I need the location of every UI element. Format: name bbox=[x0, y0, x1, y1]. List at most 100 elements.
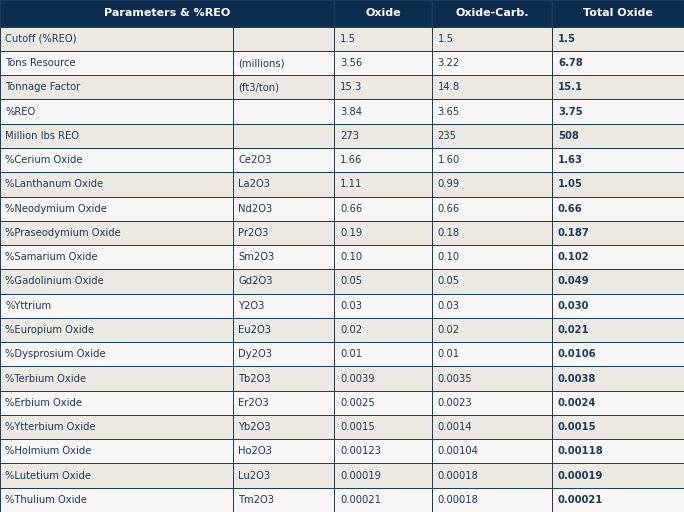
Bar bbox=[233, 293, 334, 318]
Bar bbox=[553, 245, 684, 269]
Text: 0.030: 0.030 bbox=[558, 301, 590, 311]
Text: 1.5: 1.5 bbox=[558, 34, 576, 44]
Text: 0.66: 0.66 bbox=[558, 204, 583, 214]
Bar bbox=[432, 439, 553, 463]
Bar bbox=[553, 0, 684, 27]
Bar bbox=[432, 318, 553, 342]
Text: %REO: %REO bbox=[5, 106, 36, 117]
Bar bbox=[432, 488, 553, 512]
Text: 0.05: 0.05 bbox=[340, 276, 362, 286]
Bar bbox=[233, 488, 334, 512]
Bar bbox=[233, 75, 334, 99]
Text: 0.00018: 0.00018 bbox=[438, 471, 479, 481]
Text: 0.00021: 0.00021 bbox=[558, 495, 603, 505]
Bar bbox=[334, 75, 432, 99]
Text: 0.00018: 0.00018 bbox=[438, 495, 479, 505]
Text: 0.00118: 0.00118 bbox=[558, 446, 604, 456]
Bar bbox=[432, 415, 553, 439]
Text: Yb2O3: Yb2O3 bbox=[239, 422, 271, 432]
Text: Tons Resource: Tons Resource bbox=[5, 58, 76, 68]
Bar bbox=[553, 197, 684, 221]
Text: 3.22: 3.22 bbox=[438, 58, 460, 68]
Bar bbox=[432, 463, 553, 488]
Text: Million lbs REO: Million lbs REO bbox=[5, 131, 79, 141]
Text: Ce2O3: Ce2O3 bbox=[239, 155, 272, 165]
Bar bbox=[0, 197, 233, 221]
Text: %Praseodymium Oxide: %Praseodymium Oxide bbox=[5, 228, 121, 238]
Bar bbox=[432, 391, 553, 415]
Text: 0.66: 0.66 bbox=[340, 204, 363, 214]
Text: %Yttrium: %Yttrium bbox=[5, 301, 51, 311]
Bar bbox=[233, 463, 334, 488]
Text: 1.05: 1.05 bbox=[558, 179, 583, 189]
Bar bbox=[432, 0, 553, 27]
Text: 3.84: 3.84 bbox=[340, 106, 362, 117]
Bar bbox=[432, 75, 553, 99]
Bar bbox=[553, 75, 684, 99]
Text: 3.65: 3.65 bbox=[438, 106, 460, 117]
Bar bbox=[334, 0, 432, 27]
Text: La2O3: La2O3 bbox=[239, 179, 270, 189]
Text: 0.02: 0.02 bbox=[340, 325, 362, 335]
Bar bbox=[233, 245, 334, 269]
Bar bbox=[553, 221, 684, 245]
Text: 0.05: 0.05 bbox=[438, 276, 460, 286]
Text: Nd2O3: Nd2O3 bbox=[239, 204, 273, 214]
Text: 1.5: 1.5 bbox=[340, 34, 356, 44]
Text: %Holmium Oxide: %Holmium Oxide bbox=[5, 446, 92, 456]
Text: 0.10: 0.10 bbox=[438, 252, 460, 262]
Bar bbox=[334, 463, 432, 488]
Bar bbox=[0, 27, 233, 51]
Bar bbox=[0, 318, 233, 342]
Bar bbox=[334, 99, 432, 124]
Bar bbox=[334, 27, 432, 51]
Text: 1.63: 1.63 bbox=[558, 155, 583, 165]
Bar bbox=[432, 27, 553, 51]
Bar bbox=[432, 367, 553, 391]
Text: 0.00019: 0.00019 bbox=[340, 471, 381, 481]
Text: 0.0035: 0.0035 bbox=[438, 374, 472, 383]
Bar bbox=[233, 148, 334, 172]
Text: Sm2O3: Sm2O3 bbox=[239, 252, 275, 262]
Bar bbox=[233, 124, 334, 148]
Bar bbox=[0, 148, 233, 172]
Bar bbox=[553, 342, 684, 367]
Bar bbox=[233, 197, 334, 221]
Bar bbox=[432, 293, 553, 318]
Text: 0.0025: 0.0025 bbox=[340, 398, 375, 408]
Text: 0.0015: 0.0015 bbox=[340, 422, 375, 432]
Text: 3.75: 3.75 bbox=[558, 106, 583, 117]
Text: Ho2O3: Ho2O3 bbox=[239, 446, 272, 456]
Bar bbox=[432, 221, 553, 245]
Bar bbox=[432, 51, 553, 75]
Bar bbox=[0, 99, 233, 124]
Bar bbox=[233, 269, 334, 293]
Text: Parameters & %REO: Parameters & %REO bbox=[104, 8, 231, 18]
Text: Oxide-Carb.: Oxide-Carb. bbox=[456, 8, 529, 18]
Bar bbox=[553, 27, 684, 51]
Text: 0.187: 0.187 bbox=[558, 228, 590, 238]
Bar bbox=[334, 51, 432, 75]
Text: 0.0023: 0.0023 bbox=[438, 398, 472, 408]
Bar bbox=[334, 318, 432, 342]
Text: 0.01: 0.01 bbox=[438, 349, 460, 359]
Bar bbox=[553, 51, 684, 75]
Bar bbox=[553, 124, 684, 148]
Text: 0.99: 0.99 bbox=[438, 179, 460, 189]
Text: Tb2O3: Tb2O3 bbox=[239, 374, 271, 383]
Bar bbox=[334, 415, 432, 439]
Text: Dy2O3: Dy2O3 bbox=[239, 349, 272, 359]
Text: 6.78: 6.78 bbox=[558, 58, 583, 68]
Bar bbox=[334, 197, 432, 221]
Bar bbox=[233, 51, 334, 75]
Bar bbox=[334, 148, 432, 172]
Text: 0.00021: 0.00021 bbox=[340, 495, 381, 505]
Bar bbox=[0, 367, 233, 391]
Bar bbox=[233, 99, 334, 124]
Bar bbox=[432, 342, 553, 367]
Text: 0.0015: 0.0015 bbox=[558, 422, 596, 432]
Bar bbox=[0, 51, 233, 75]
Bar bbox=[0, 0, 334, 27]
Bar bbox=[233, 415, 334, 439]
Text: Y2O3: Y2O3 bbox=[239, 301, 265, 311]
